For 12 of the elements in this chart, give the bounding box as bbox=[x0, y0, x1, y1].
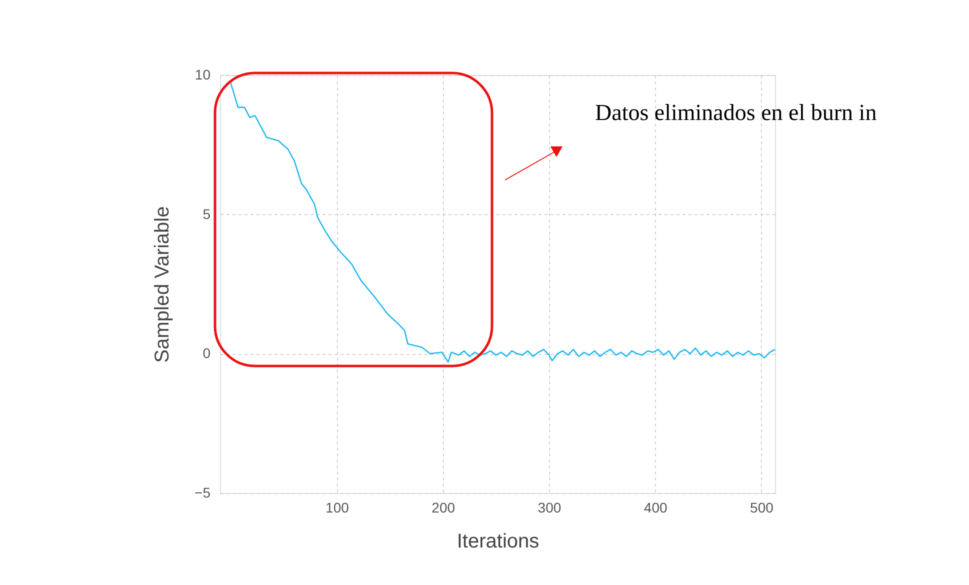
y-axis-title: Sampled Variable bbox=[152, 206, 174, 363]
y-tick-label: 0 bbox=[202, 345, 211, 362]
x-tick-label: 400 bbox=[644, 500, 668, 516]
x-tick-label: 100 bbox=[326, 500, 350, 516]
x-tick-label: 200 bbox=[432, 500, 456, 516]
x-tick-label: 500 bbox=[750, 500, 774, 516]
x-axis-title: Iterations bbox=[456, 530, 540, 552]
x-tick-label: 300 bbox=[538, 500, 562, 516]
y-tick-label: 10 bbox=[194, 66, 211, 82]
y-tick-label: −5 bbox=[194, 484, 211, 500]
y-tick-label: 5 bbox=[202, 206, 211, 222]
annotation: Datos eliminados en el burn in bbox=[595, 100, 878, 125]
